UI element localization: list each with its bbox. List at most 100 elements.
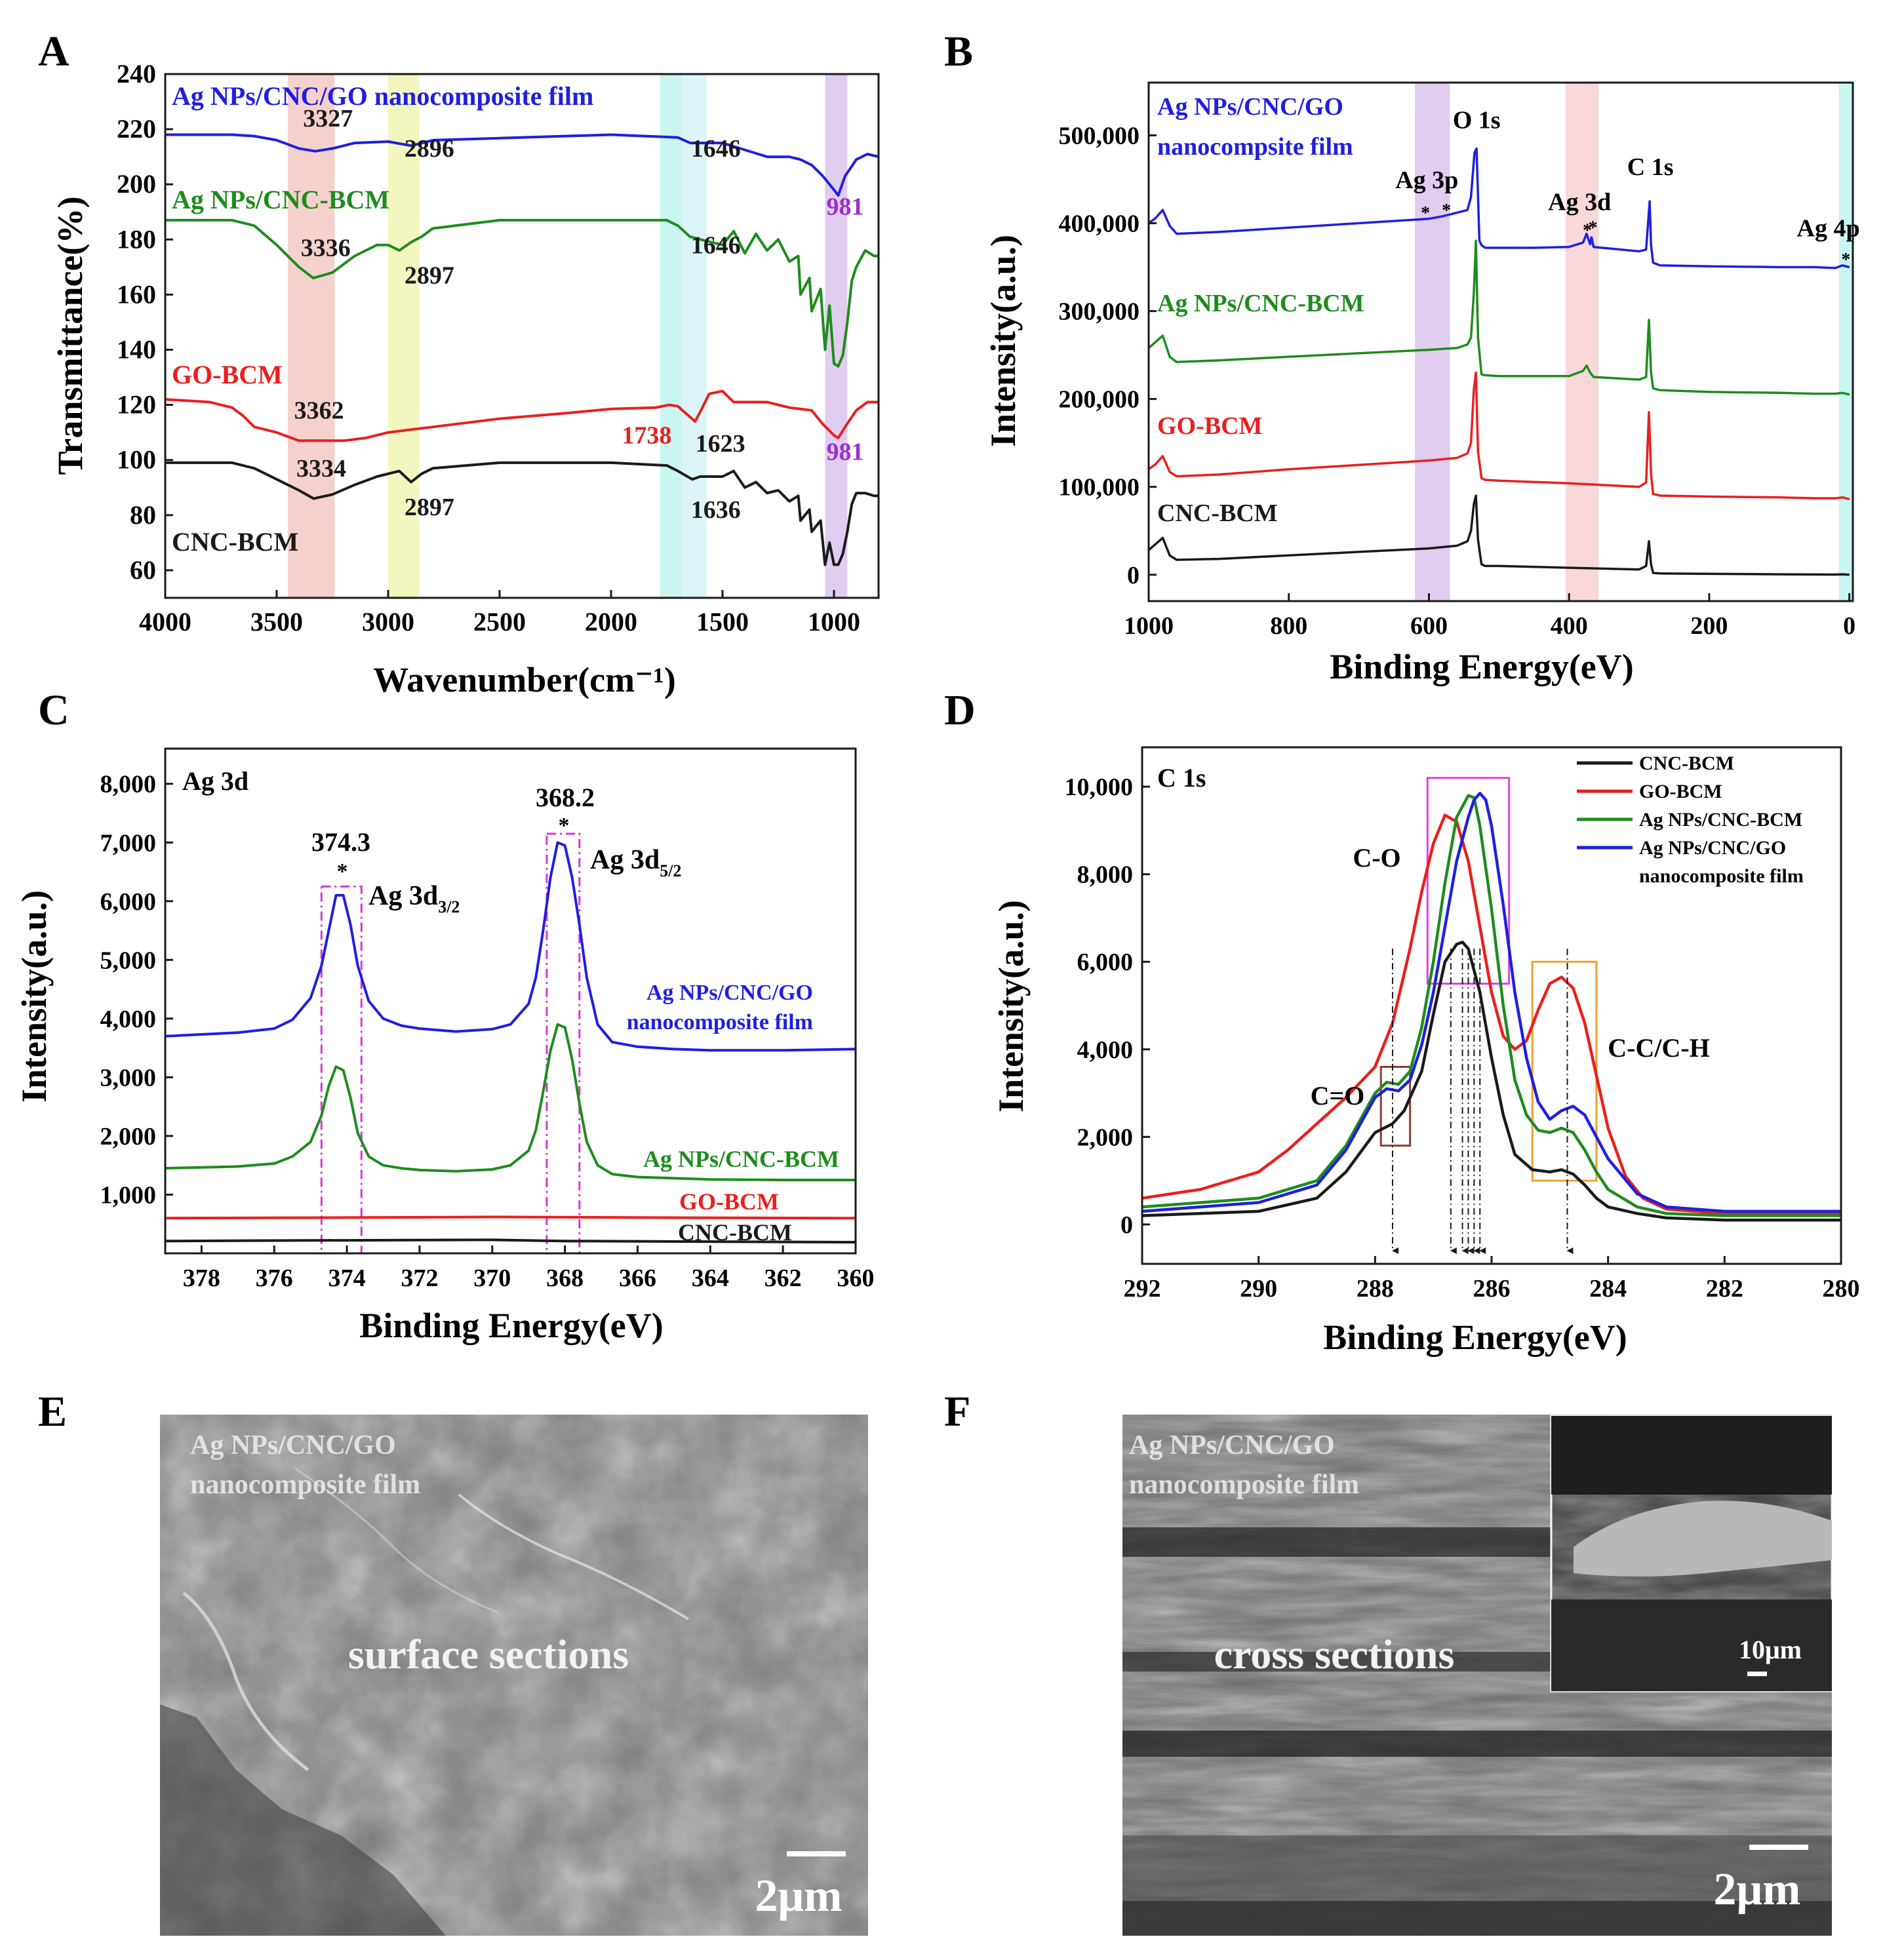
- c-frame: [164, 747, 857, 1255]
- c-peak-name-main: Ag 3d: [368, 881, 438, 911]
- a-ytick-label: 80: [130, 500, 156, 530]
- d-legend-label: CNC-BCM: [1639, 753, 1734, 774]
- c-inset-label: Ag 3d: [182, 766, 248, 796]
- d-series-line-1: [1141, 813, 1841, 1215]
- b-peak-marker: *: [1841, 250, 1850, 270]
- d-xtick-label: 280: [1823, 1275, 1860, 1303]
- c-ytick-label: 7,000: [100, 829, 157, 857]
- b-y-axis-label: Intensity(a.u.): [983, 235, 1023, 447]
- sem-e-crack-dark: [160, 1704, 446, 1936]
- a-peak-label: 3362: [294, 397, 344, 425]
- c-xtick-label: 374: [328, 1264, 366, 1292]
- c-ytick-label: 5,000: [100, 947, 157, 974]
- b-highlight-band: [1415, 83, 1450, 601]
- c-series-label: GO-BCM: [679, 1188, 779, 1215]
- sem-image-surface: Ag NPs/CNC/GO nanocomposite film surface…: [160, 1415, 868, 1936]
- c-xtick-label: 376: [256, 1264, 293, 1292]
- a-xtick-label: 2500: [473, 607, 526, 637]
- c-xtick-label: 372: [401, 1264, 438, 1292]
- a-series-label: Ag NPs/CNC-BCM: [172, 185, 389, 214]
- d-region-box: [1379, 1065, 1412, 1147]
- sem-f-bottom: [1122, 1901, 1832, 1936]
- sem-f-center-label: cross sections: [1214, 1631, 1455, 1677]
- b-peak-marker: *: [1442, 201, 1451, 221]
- b-ytick-label: 0: [1127, 562, 1140, 589]
- a-peak-label: 1646: [691, 231, 741, 259]
- a-peak-label: 981: [827, 439, 864, 466]
- a-peak-label: 1738: [622, 422, 671, 450]
- a-series-line-0: [165, 133, 879, 197]
- b-series-label: Ag NPs/CNC/GO: [1157, 93, 1343, 121]
- c-xtick-label: 362: [764, 1264, 802, 1292]
- d-ytick-label: 6,000: [1077, 949, 1134, 976]
- d-region-box: [1531, 960, 1598, 1182]
- b-series-label: nanocompsite film: [1157, 133, 1353, 161]
- b-peak-label: Ag 4p: [1797, 215, 1860, 243]
- sem-e-title-line2: nanocomposite film: [190, 1470, 420, 1500]
- a-peak-label: 3327: [303, 105, 353, 132]
- a-highlight-band: [660, 74, 683, 598]
- d-ytick-label: 4,000: [1077, 1036, 1134, 1064]
- c-peak-name-sub: 5/2: [660, 861, 681, 880]
- b-peak-marker: *: [1589, 218, 1598, 239]
- a-ytick-label: 160: [117, 279, 156, 309]
- d-xtick-label: 288: [1357, 1275, 1394, 1303]
- d-legend-label: GO-BCM: [1639, 781, 1722, 802]
- panel-letter-f: F: [944, 1388, 970, 1436]
- c-series-label: CNC-BCM: [678, 1219, 792, 1245]
- b-peak-label: Ag 3p: [1395, 167, 1458, 194]
- b-peak-label: Ag 3d: [1548, 188, 1611, 216]
- panel-letter-a: A: [38, 28, 69, 75]
- a-frame: [164, 73, 880, 599]
- sem-e-scale-label: 2μm: [755, 1871, 842, 1921]
- c-peak-value: 374.3: [311, 827, 370, 857]
- c-peak-name-main: Ag 3d: [590, 845, 660, 875]
- c-ytick-label: 6,000: [100, 888, 157, 916]
- sem-f-scale-bar: [1749, 1845, 1808, 1850]
- b-peak-marker: *: [1583, 221, 1592, 241]
- a-xtick-label: 1500: [696, 607, 749, 637]
- sem-f-title-line2: nanocomposite film: [1129, 1470, 1359, 1500]
- b-series-line-1: [1147, 239, 1850, 396]
- c-ytick-label: 3,000: [100, 1064, 157, 1091]
- a-y-axis-label: Transmittance(%): [50, 197, 90, 475]
- chart-ag3d-spectra: 378 376 374 372 370 368 366 364 362 360 1,000 2,000…: [14, 747, 875, 1345]
- d-xtick-label: 292: [1124, 1275, 1161, 1303]
- sem-e-ridge-3: [294, 1467, 499, 1614]
- c-xtick-label: 370: [473, 1264, 511, 1292]
- sem-f-inset-film: [1574, 1500, 1832, 1577]
- c-peak-value: 368.2: [536, 783, 595, 812]
- c-peak-name: Ag 3d3/2: [368, 881, 460, 916]
- a-ytick-label: 200: [117, 169, 156, 199]
- c-peak-name-sub: 3/2: [438, 897, 460, 916]
- c-xtick-label: 368: [546, 1264, 584, 1292]
- b-xtick-label: 400: [1551, 612, 1588, 640]
- c-series-label: Ag NPs/CNC-BCM: [643, 1146, 839, 1172]
- a-highlight-band: [288, 74, 335, 598]
- b-frame: [1147, 81, 1854, 602]
- a-series-label: CNC-BCM: [172, 527, 298, 557]
- c-xtick-label: 360: [837, 1264, 875, 1292]
- a-peak-label: 2897: [405, 494, 454, 521]
- d-annotation: C-C/C-H: [1608, 1033, 1710, 1063]
- a-xtick-label: 3500: [250, 607, 303, 637]
- a-ytick-label: 140: [117, 335, 156, 364]
- a-peak-label: 1623: [696, 430, 745, 458]
- a-peak-label: 3334: [296, 455, 346, 482]
- d-ytick-label: 10,000: [1065, 774, 1134, 801]
- a-series-label: GO-BCM: [172, 360, 283, 389]
- d-legend-label: nanocomposite film: [1639, 865, 1804, 887]
- b-highlight-band: [1565, 83, 1599, 601]
- a-series-line-2: [165, 389, 879, 442]
- c-peak-name: Ag 3d5/2: [590, 845, 681, 880]
- b-series-label: GO-BCM: [1157, 412, 1262, 440]
- b-ytick-label: 100,000: [1059, 474, 1140, 501]
- b-xtick-label: 1000: [1124, 612, 1174, 640]
- sem-f-inset-scale-label: 10μm: [1739, 1635, 1802, 1664]
- a-peak-label: 1646: [691, 135, 741, 163]
- c-xtick-label: 378: [183, 1264, 220, 1292]
- d-legend-label: Ag NPs/CNC-BCM: [1639, 809, 1802, 831]
- b-series-line-3: [1147, 494, 1850, 576]
- panel-letter-c: C: [38, 686, 69, 734]
